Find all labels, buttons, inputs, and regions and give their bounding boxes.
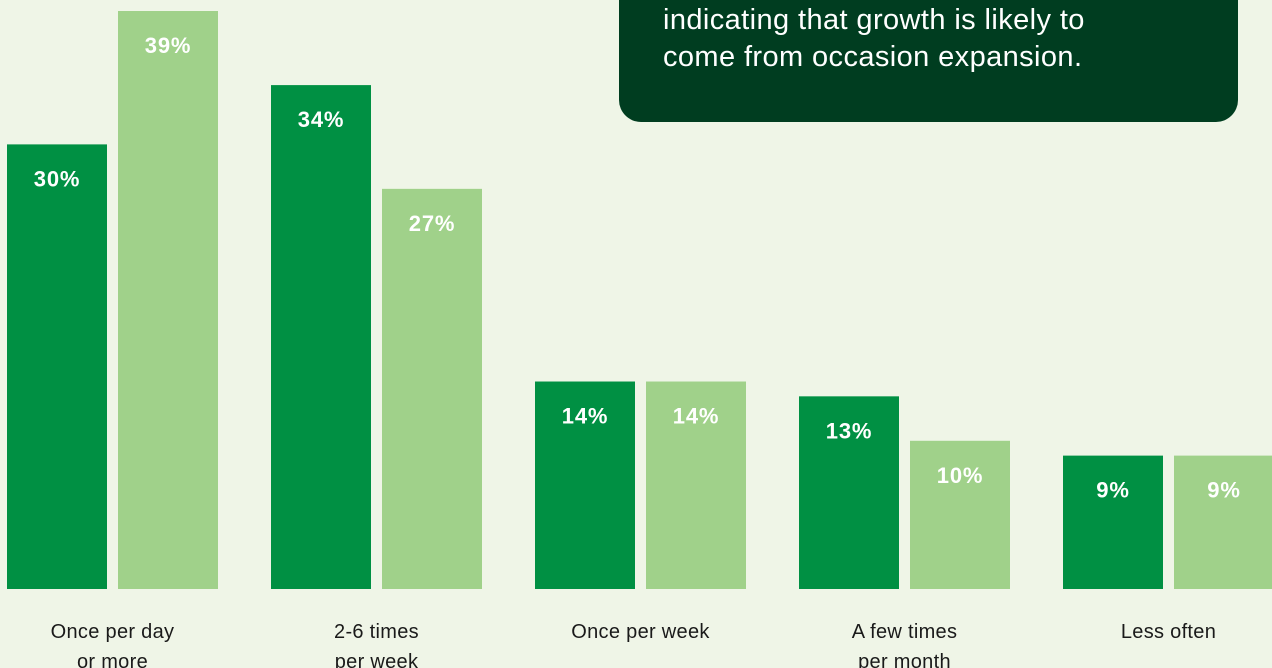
callout-box: indicating that growth is likely to come… (619, 0, 1238, 122)
data-label-light-0: 39% (145, 33, 191, 58)
category-label-0-line-1: Once per day (51, 621, 175, 643)
data-label-dark-0: 30% (34, 166, 80, 191)
bar-light-2 (646, 381, 746, 589)
data-label-light-3: 10% (937, 463, 983, 488)
bar-light-4 (1174, 455, 1272, 589)
bar-dark-0 (7, 144, 107, 589)
data-label-dark-1: 34% (298, 107, 344, 132)
data-label-light-2: 14% (673, 404, 719, 429)
category-label-4-line-1: Less often (1121, 621, 1216, 643)
bar-dark-2 (535, 381, 635, 589)
category-label-3-line-2: per month (858, 651, 951, 668)
category-label-3-line-1: A few times (852, 621, 958, 643)
data-label-light-1: 27% (409, 211, 455, 236)
category-label-1-line-1: 2-6 times (334, 621, 419, 643)
callout-line-2: come from occasion expansion. (663, 41, 1083, 73)
bar-light-0 (118, 11, 218, 589)
category-label-2-line-1: Once per week (571, 621, 710, 643)
data-label-dark-4: 9% (1096, 478, 1129, 503)
bar-dark-4 (1063, 455, 1163, 589)
category-label-0-line-2: or more (77, 651, 148, 668)
bar-light-3 (910, 440, 1010, 589)
data-label-dark-3: 13% (826, 418, 872, 443)
bar-light-1 (382, 188, 482, 589)
bar-dark-3 (799, 396, 899, 589)
data-label-dark-2: 14% (562, 404, 608, 429)
data-label-light-4: 9% (1207, 478, 1240, 503)
callout-line-1: indicating that growth is likely to (663, 4, 1085, 36)
bar-dark-1 (271, 85, 371, 589)
category-label-1-line-2: per week (335, 651, 419, 668)
